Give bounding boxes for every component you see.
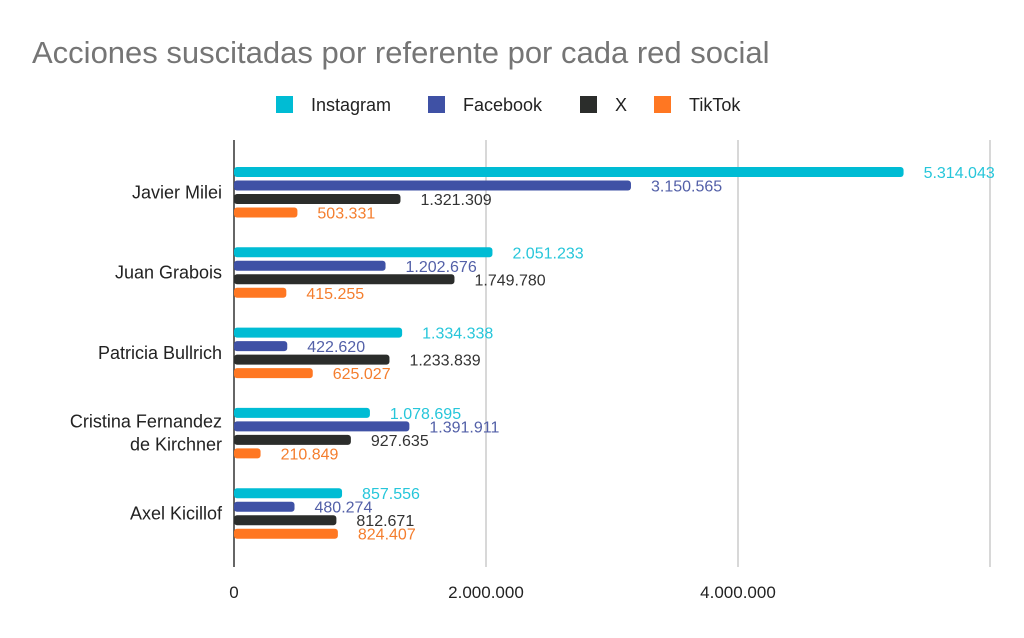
bar-tiktok — [234, 368, 313, 379]
legend-swatch-instagram — [276, 96, 293, 113]
bar-tiktok — [234, 528, 338, 539]
data-label-tiktok: 503.331 — [317, 206, 375, 223]
legend: Instagram Facebook X TikTok — [276, 95, 741, 115]
data-label-facebook: 480.274 — [315, 500, 373, 517]
legend-swatch-facebook — [428, 96, 445, 113]
data-label-facebook: 422.620 — [307, 339, 365, 356]
legend-label-tiktok: TikTok — [689, 95, 741, 115]
bar-tiktok — [234, 448, 261, 459]
data-labels: 5.314.043 3.150.565 1.321.309 503.331 2.051.… — [281, 165, 995, 544]
chart-title: Acciones suscitadas por referente por ca… — [32, 35, 770, 70]
bar-facebook — [234, 501, 295, 512]
bar-tiktok — [234, 207, 298, 218]
bar-x — [234, 434, 351, 445]
bar-facebook — [234, 180, 631, 191]
data-label-facebook: 1.202.676 — [406, 259, 477, 276]
category-labels: Javier Milei Juan Grabois Patricia Bullric… — [70, 182, 223, 523]
data-label-instagram: 5.314.043 — [924, 165, 995, 182]
bars — [234, 167, 904, 539]
category-label: de Kirchner — [130, 435, 222, 455]
data-label-x: 1.321.309 — [420, 192, 491, 209]
data-label-tiktok: 210.849 — [281, 446, 339, 463]
bar-facebook — [234, 260, 386, 271]
bar-tiktok — [234, 287, 287, 298]
category-label: Javier Milei — [132, 182, 222, 202]
data-label-instagram: 1.334.338 — [422, 326, 493, 343]
data-label-instagram: 2.051.233 — [512, 245, 583, 262]
category-label: Cristina Fernandez — [70, 412, 222, 432]
bar-facebook — [234, 341, 288, 352]
legend-label-x: X — [615, 95, 627, 115]
bar-instagram — [234, 488, 343, 499]
data-label-facebook: 3.150.565 — [651, 179, 722, 196]
bar-x — [234, 274, 455, 285]
x-tick-label: 4.000.000 — [700, 583, 776, 602]
x-tick-labels: 0 2.000.000 4.000.000 — [229, 583, 776, 602]
data-label-x: 1.233.839 — [409, 353, 480, 370]
data-label-tiktok: 625.027 — [333, 366, 391, 383]
bar-facebook — [234, 421, 410, 432]
x-tick-label: 0 — [229, 583, 238, 602]
bar-x — [234, 515, 337, 526]
category-label: Patricia Bullrich — [98, 343, 222, 363]
legend-label-instagram: Instagram — [311, 95, 391, 115]
data-label-x: 812.671 — [356, 513, 414, 530]
data-label-facebook: 1.391.911 — [429, 419, 499, 436]
data-label-x: 927.635 — [371, 433, 429, 450]
x-tick-label: 2.000.000 — [448, 583, 524, 602]
data-label-x: 1.749.780 — [474, 272, 545, 289]
category-label: Juan Grabois — [115, 263, 222, 283]
bar-instagram — [234, 407, 370, 418]
bar-x — [234, 354, 390, 365]
legend-swatch-tiktok — [654, 96, 671, 113]
bar-instagram — [234, 327, 403, 338]
legend-label-facebook: Facebook — [463, 95, 543, 115]
data-label-tiktok: 824.407 — [358, 527, 416, 544]
bar-instagram — [234, 247, 493, 258]
bar-instagram — [234, 167, 904, 177]
category-label: Axel Kicillof — [130, 503, 223, 523]
legend-swatch-x — [580, 96, 597, 113]
data-label-tiktok: 415.255 — [306, 286, 364, 303]
data-label-instagram: 857.556 — [362, 486, 420, 503]
data-label-instagram: 1.078.695 — [390, 406, 461, 423]
bar-x — [234, 194, 401, 204]
